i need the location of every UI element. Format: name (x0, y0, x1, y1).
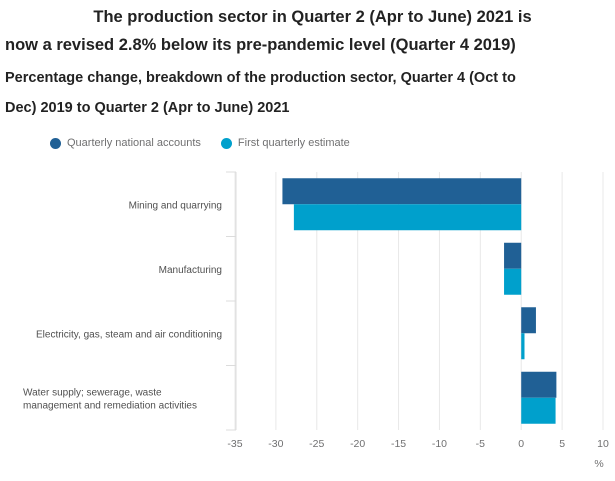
category-label: Mining and quarrying (129, 200, 222, 211)
x-tick-label: -35 (227, 438, 242, 450)
legend-item-first-quarterly-estimate[interactable]: First quarterly estimate (220, 137, 350, 149)
bar-quarterly-national-accounts (282, 178, 522, 205)
x-tick-label: -5 (476, 438, 485, 450)
x-axis-label: % (594, 458, 603, 470)
x-tick-label: -15 (391, 438, 406, 450)
bar-first-quarterly-estimate (521, 333, 525, 360)
category-label-line: management and remediation activities (23, 400, 197, 411)
legend: Quarterly national accounts First quarte… (50, 137, 370, 149)
category-label-line: Water supply; sewerage, waste (23, 387, 162, 398)
bar-first-quarterly-estimate (521, 397, 556, 424)
x-tick-label: 10 (597, 438, 609, 450)
x-tick-label: -10 (432, 438, 447, 450)
x-tick-label: -30 (268, 438, 283, 450)
legend-label: Quarterly national accounts (67, 137, 201, 149)
chart-subtitle-line-2: Dec) 2019 to Quarter 2 (Apr to June) 202… (5, 100, 290, 116)
x-tick-label: 0 (518, 438, 524, 450)
category-label-line: Manufacturing (159, 265, 222, 276)
x-tick-label: -25 (309, 438, 324, 450)
chart-title-line-2: now a revised 2.8% below its pre-pandemi… (5, 36, 516, 54)
category-label-line: Mining and quarrying (129, 200, 222, 211)
bar-quarterly-national-accounts (521, 307, 536, 334)
bar-first-quarterly-estimate (293, 204, 522, 231)
bar-quarterly-national-accounts (521, 371, 557, 398)
legend-item-quarterly-national-accounts[interactable]: Quarterly national accounts (50, 137, 201, 149)
chart-title-line-1: The production sector in Quarter 2 (Apr … (93, 8, 532, 26)
x-tick-label: -20 (350, 438, 365, 450)
category-label: Manufacturing (159, 265, 222, 276)
x-tick-label: 5 (559, 438, 565, 450)
bar-first-quarterly-estimate (504, 268, 522, 295)
bar-quarterly-national-accounts (504, 242, 522, 269)
legend-label: First quarterly estimate (237, 137, 350, 149)
category-label: Water supply; sewerage, waste management … (23, 387, 197, 411)
legend-swatch-icon (220, 137, 232, 149)
legend-swatch-icon (50, 137, 61, 149)
category-label-line: Electricity, gas, steam and air conditio… (36, 329, 222, 340)
chart-subtitle-line-1: Percentage change, breakdown of the prod… (5, 70, 516, 86)
category-label: Electricity, gas, steam and air conditio… (36, 329, 222, 340)
